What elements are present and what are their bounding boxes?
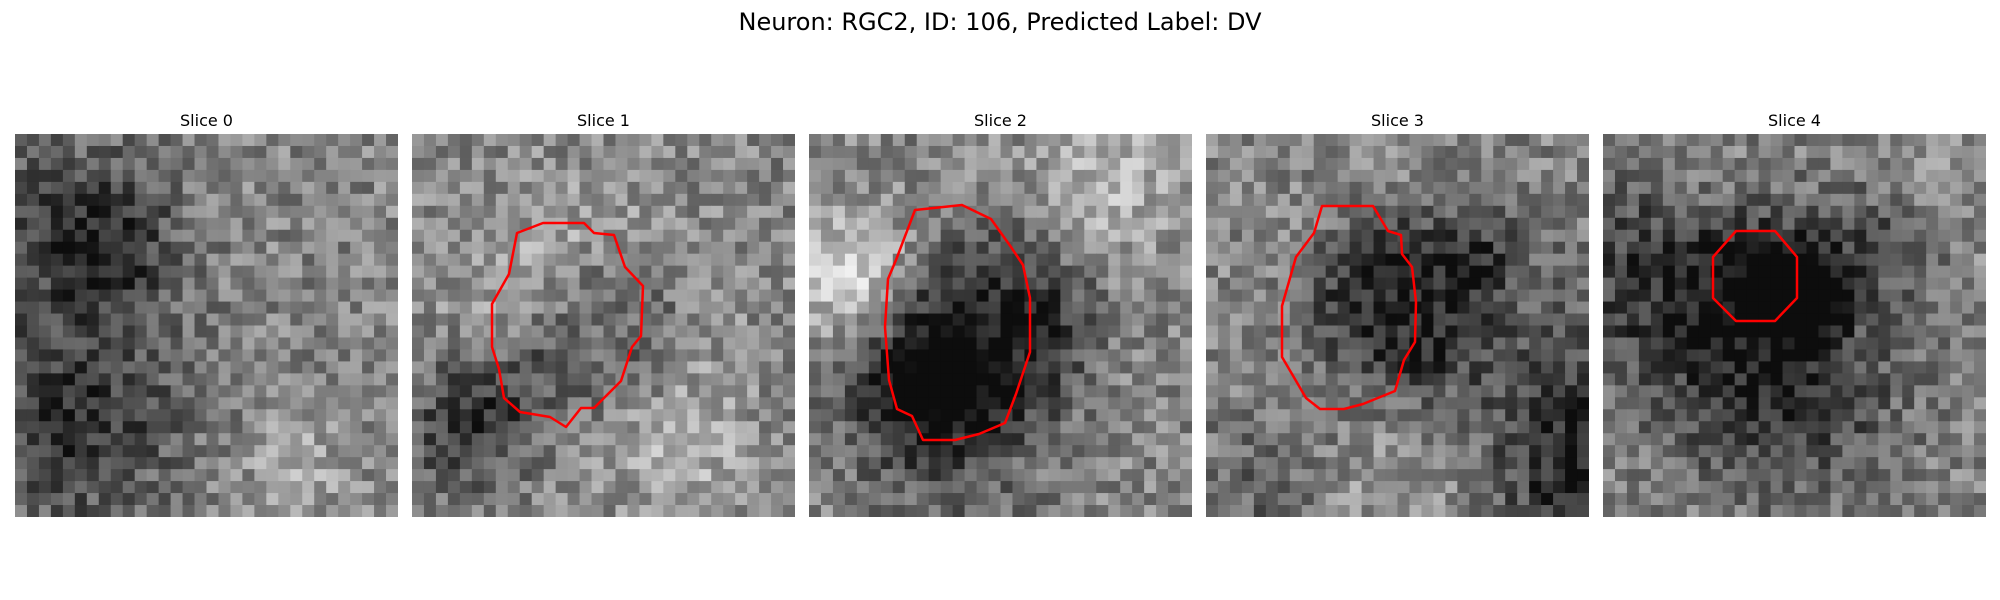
slice-image-2 (809, 134, 1192, 517)
slice-title-0: Slice 0 (180, 111, 233, 130)
slice-image-0 (15, 134, 398, 517)
slice-image-3 (1206, 134, 1589, 517)
slice-title-2: Slice 2 (974, 111, 1027, 130)
figure-title: Neuron: RGC2, ID: 106, Predicted Label: … (738, 8, 1262, 36)
slice-panel-2: Slice 2 (809, 108, 1192, 517)
segmentation-contour (883, 203, 1032, 442)
slice-image-4 (1603, 134, 1986, 517)
slice-panel-0: Slice 0 (15, 108, 398, 517)
slice-title-1: Slice 1 (577, 111, 630, 130)
segmentation-contour (1280, 204, 1418, 411)
slice-title-4: Slice 4 (1768, 111, 1821, 130)
slice-panel-1: Slice 1 (412, 108, 795, 517)
slice-image-1 (412, 134, 795, 517)
slice-panel-3: Slice 3 (1206, 108, 1589, 517)
segmentation-contour (490, 221, 645, 429)
slice-panel-4: Slice 4 (1603, 108, 1986, 517)
segmentation-contour (1711, 229, 1799, 323)
slice-title-3: Slice 3 (1371, 111, 1424, 130)
